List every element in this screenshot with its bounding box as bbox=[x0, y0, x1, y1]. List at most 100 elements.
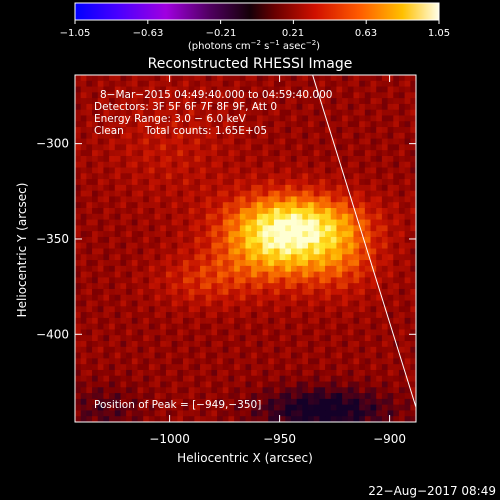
heatmap-cell bbox=[393, 98, 400, 105]
heatmap-cell bbox=[245, 236, 252, 244]
heatmap-cell bbox=[188, 242, 195, 250]
heatmap-cell bbox=[393, 277, 400, 284]
heatmap-cell bbox=[325, 196, 332, 203]
heatmap-cell bbox=[342, 410, 349, 417]
heatmap-cell bbox=[398, 86, 406, 93]
heatmap-cell bbox=[80, 184, 87, 192]
heatmap-cell bbox=[160, 80, 167, 88]
heatmap-cell bbox=[381, 352, 389, 359]
heatmap-cell bbox=[205, 358, 212, 365]
heatmap-cell bbox=[109, 161, 116, 169]
heatmap-cell bbox=[137, 155, 144, 163]
heatmap-cell bbox=[313, 416, 320, 422]
heatmap-cell bbox=[381, 260, 389, 267]
heatmap-cell bbox=[103, 213, 110, 221]
heatmap-cell bbox=[268, 248, 275, 255]
heatmap-cell bbox=[228, 248, 235, 255]
heatmap-cell bbox=[262, 398, 269, 406]
heatmap-cell bbox=[376, 115, 383, 122]
heatmap-cell bbox=[313, 138, 320, 145]
heatmap-cell bbox=[302, 375, 309, 383]
heatmap-cell bbox=[279, 260, 286, 267]
heatmap-cell bbox=[376, 254, 383, 261]
heatmap-cell bbox=[347, 335, 355, 342]
heatmap-cell bbox=[234, 364, 241, 371]
heatmap-cell bbox=[256, 260, 264, 267]
heatmap-cell bbox=[75, 75, 82, 82]
heatmap-cell bbox=[75, 369, 82, 377]
heatmap-cell bbox=[160, 329, 167, 336]
heatmap-cell bbox=[160, 103, 167, 111]
heatmap-cell bbox=[353, 103, 360, 111]
heatmap-cell bbox=[239, 404, 247, 412]
heatmap-cell bbox=[347, 98, 355, 105]
heatmap-cell bbox=[188, 369, 195, 377]
heatmap-cell bbox=[211, 277, 218, 284]
heatmap-cell bbox=[217, 121, 224, 128]
heatmap-cell bbox=[182, 161, 190, 169]
heatmap-cell bbox=[279, 369, 286, 377]
heatmap-cell bbox=[120, 184, 127, 192]
heatmap-cell bbox=[154, 352, 161, 359]
heatmap-cell bbox=[143, 312, 150, 319]
colorbar-unit-label: (photons cm−2 s−1 asec−2) bbox=[188, 39, 320, 52]
heatmap-cell bbox=[308, 358, 315, 365]
heatmap-cell bbox=[165, 329, 173, 336]
heatmap-cell bbox=[228, 202, 235, 209]
heatmap-cell bbox=[302, 115, 309, 122]
heatmap-cell bbox=[393, 173, 400, 180]
heatmap-cell bbox=[188, 346, 195, 354]
heatmap-cell bbox=[359, 144, 366, 151]
heatmap-cell bbox=[398, 92, 406, 99]
heatmap-cell bbox=[273, 138, 281, 145]
heatmap-cell bbox=[296, 109, 303, 117]
heatmap-cell bbox=[370, 346, 377, 354]
heatmap-cell bbox=[381, 346, 389, 354]
heatmap-cell bbox=[126, 317, 133, 325]
heatmap-cell bbox=[302, 265, 309, 273]
heatmap-cell bbox=[131, 75, 139, 82]
heatmap-cell bbox=[381, 381, 389, 388]
heatmap-cell bbox=[376, 277, 383, 284]
heatmap-cell bbox=[376, 184, 383, 192]
heatmap-cell bbox=[325, 283, 332, 290]
heatmap-cell bbox=[75, 306, 82, 313]
heatmap-cell bbox=[342, 288, 349, 296]
heatmap-cell bbox=[342, 75, 349, 82]
heatmap-cell bbox=[268, 387, 275, 394]
heatmap-cell bbox=[148, 173, 156, 180]
heatmap-cell bbox=[245, 306, 252, 313]
heatmap-cell bbox=[364, 173, 372, 180]
heatmap-cell bbox=[165, 219, 173, 226]
heatmap-cell bbox=[290, 75, 298, 82]
heatmap-cell bbox=[97, 300, 105, 307]
heatmap-cell bbox=[325, 335, 332, 342]
heatmap-cell bbox=[171, 202, 178, 209]
heatmap-cell bbox=[205, 346, 212, 354]
heatmap-cell bbox=[114, 161, 122, 169]
heatmap-cell bbox=[80, 132, 87, 140]
heatmap-cell bbox=[126, 410, 133, 417]
heatmap-cell bbox=[75, 375, 82, 383]
heatmap-cell bbox=[302, 179, 309, 186]
heatmap-cell bbox=[325, 254, 332, 261]
heatmap-cell bbox=[302, 219, 309, 226]
heatmap-cell bbox=[256, 98, 264, 105]
heatmap-cell bbox=[228, 225, 235, 232]
heatmap-cell bbox=[279, 132, 286, 140]
heatmap-cell bbox=[347, 155, 355, 163]
heatmap-cell bbox=[296, 179, 303, 186]
heatmap-cell bbox=[376, 346, 383, 354]
heatmap-cell bbox=[171, 161, 178, 169]
heatmap-cell bbox=[171, 346, 178, 354]
heatmap-cell bbox=[177, 179, 184, 186]
heatmap-cell bbox=[165, 265, 173, 273]
heatmap-cell bbox=[143, 196, 150, 203]
heatmap-cell bbox=[308, 196, 315, 203]
heatmap-cell bbox=[359, 150, 366, 157]
heatmap-cell bbox=[359, 300, 366, 307]
heatmap-cell bbox=[86, 80, 93, 88]
heatmap-cell bbox=[359, 416, 366, 422]
heatmap-cell bbox=[92, 294, 99, 302]
heatmap-cell bbox=[137, 167, 144, 174]
